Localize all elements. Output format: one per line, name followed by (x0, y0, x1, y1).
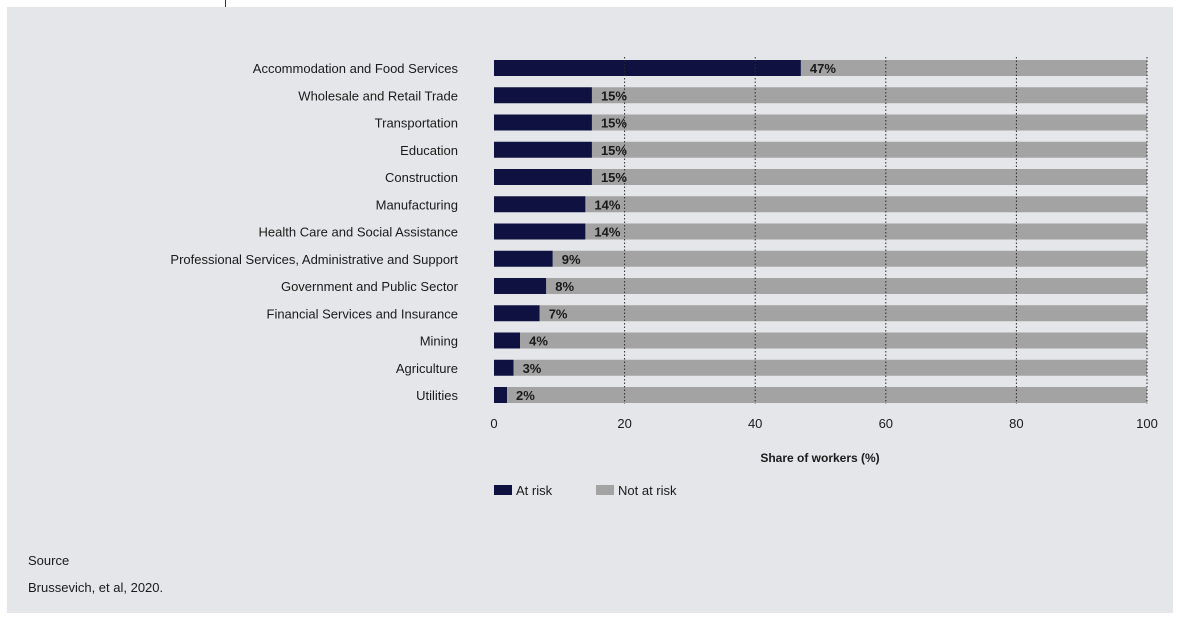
bar-data-label: 15% (601, 170, 627, 185)
source-citation: Brussevich, et al, 2020. (28, 580, 164, 595)
bar-data-label: 9% (562, 252, 581, 267)
category-label: Professional Services, Administrative an… (170, 252, 458, 267)
bar-data-label: 15% (601, 88, 627, 103)
legend-swatch (596, 485, 614, 495)
bar-data-label: 2% (516, 388, 535, 403)
bar-not-at-risk (591, 141, 1147, 158)
legend-swatch (494, 485, 512, 495)
bar-data-label: 7% (549, 306, 568, 321)
category-label: Manufacturing (376, 197, 458, 212)
top-edge-marker (225, 0, 226, 7)
bar-not-at-risk (591, 114, 1147, 131)
bar-not-at-risk (552, 250, 1147, 267)
category-label: Mining (420, 334, 458, 349)
x-tick-label: 80 (1009, 416, 1023, 431)
legend: At risk Not at risk (494, 483, 677, 498)
bar-at-risk (494, 387, 508, 403)
category-label: Construction (385, 170, 458, 185)
bar-data-label: 4% (529, 334, 548, 349)
bar-not-at-risk (513, 359, 1147, 376)
bar-not-at-risk (800, 60, 1147, 76)
bar-data-label: 15% (601, 116, 627, 131)
bar-not-at-risk (591, 87, 1147, 104)
category-label: Health Care and Social Assistance (259, 225, 458, 240)
x-axis-ticks: 0 20 40 60 80 100 (490, 416, 1157, 431)
bar-at-risk (494, 332, 521, 349)
bar-at-risk (494, 114, 592, 131)
legend-label: Not at risk (618, 483, 677, 498)
category-label: Education (400, 143, 458, 158)
category-label: Financial Services and Insurance (267, 306, 459, 321)
bar-data-label: 8% (555, 279, 574, 294)
bar-not-at-risk (585, 196, 1147, 213)
bar-at-risk (494, 359, 514, 376)
category-label: Government and Public Sector (281, 279, 459, 294)
bar-data-label: 3% (523, 361, 542, 376)
bar-at-risk (494, 250, 553, 267)
bar-not-at-risk (507, 387, 1147, 403)
bar-data-label: 47% (810, 61, 836, 76)
legend-label: At risk (516, 483, 553, 498)
category-label: Wholesale and Retail Trade (298, 88, 458, 103)
bar-at-risk (494, 305, 540, 322)
x-tick-label: 20 (617, 416, 631, 431)
x-tick-label: 60 (879, 416, 893, 431)
x-tick-label: 0 (490, 416, 497, 431)
bar-not-at-risk (546, 278, 1147, 294)
bar-not-at-risk (539, 305, 1147, 322)
category-label: Transportation (375, 116, 458, 131)
bar-not-at-risk (585, 223, 1147, 240)
bar-data-label: 14% (594, 225, 620, 240)
bar-at-risk (494, 141, 592, 158)
labels-layer: Accommodation and Food Services 47% Wholes… (170, 61, 836, 403)
x-tick-label: 100 (1136, 416, 1158, 431)
bar-at-risk (494, 87, 592, 104)
bar-at-risk (494, 223, 586, 240)
x-axis-title: Share of workers (%) (760, 451, 879, 465)
category-label: Agriculture (396, 361, 458, 376)
category-label: Accommodation and Food Services (253, 61, 459, 76)
category-label: Utilities (416, 388, 458, 403)
bar-data-label: 15% (601, 143, 627, 158)
bar-not-at-risk (520, 332, 1147, 349)
bar-at-risk (494, 278, 547, 294)
bar-at-risk (494, 196, 586, 213)
bars-layer (494, 60, 1147, 403)
bar-not-at-risk (591, 169, 1147, 185)
x-tick-label: 40 (748, 416, 762, 431)
bar-at-risk (494, 169, 592, 185)
source-heading: Source (28, 553, 70, 568)
bar-at-risk (494, 60, 801, 76)
bar-data-label: 14% (594, 197, 620, 212)
